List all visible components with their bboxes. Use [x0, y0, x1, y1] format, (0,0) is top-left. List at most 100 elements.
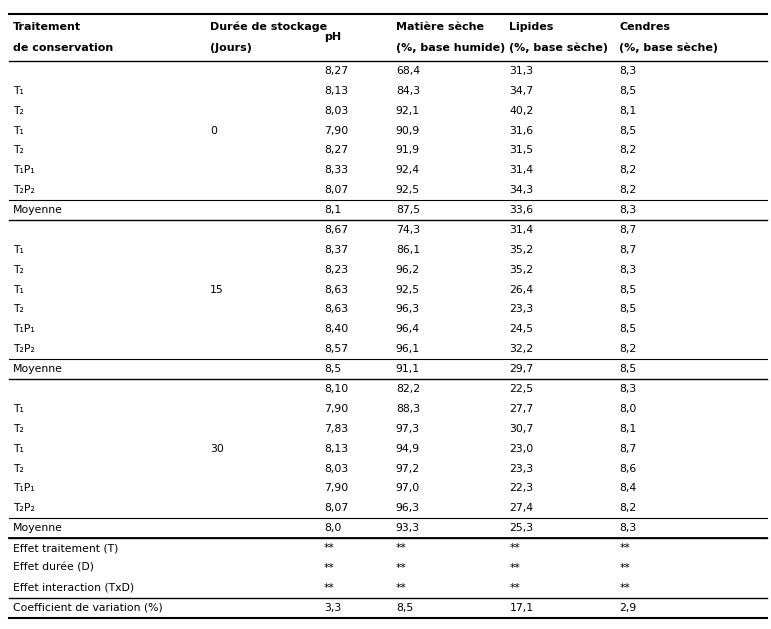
Text: 97,3: 97,3	[396, 424, 420, 434]
Text: T₁: T₁	[13, 86, 24, 96]
Text: 84,3: 84,3	[396, 86, 420, 96]
Text: 23,3: 23,3	[510, 304, 534, 314]
Text: 92,5: 92,5	[396, 284, 420, 294]
Text: 82,2: 82,2	[396, 384, 420, 394]
Text: Moyenne: Moyenne	[13, 523, 63, 533]
Text: 8,7: 8,7	[619, 225, 637, 235]
Text: T₁: T₁	[13, 245, 24, 255]
Text: **: **	[324, 583, 335, 593]
Text: 8,57: 8,57	[324, 344, 348, 354]
Text: de conservation: de conservation	[13, 43, 113, 53]
Text: T₂: T₂	[13, 424, 24, 434]
Text: Matière sèche: Matière sèche	[396, 22, 483, 32]
Text: 8,3: 8,3	[619, 66, 637, 76]
Text: 86,1: 86,1	[396, 245, 420, 255]
Text: 8,03: 8,03	[324, 106, 348, 116]
Text: Effet interaction (TxD): Effet interaction (TxD)	[13, 583, 134, 593]
Text: T₂P₂: T₂P₂	[13, 344, 35, 354]
Text: 74,3: 74,3	[396, 225, 420, 235]
Text: 8,5: 8,5	[396, 603, 413, 613]
Text: **: **	[510, 583, 520, 593]
Text: **: **	[619, 543, 630, 553]
Text: T₁: T₁	[13, 284, 24, 294]
Text: 8,5: 8,5	[619, 126, 637, 135]
Text: Lipides: Lipides	[510, 22, 554, 32]
Text: **: **	[324, 563, 335, 573]
Text: 8,37: 8,37	[324, 245, 348, 255]
Text: 92,4: 92,4	[396, 165, 420, 175]
Text: 22,3: 22,3	[510, 484, 534, 493]
Text: 31,4: 31,4	[510, 165, 534, 175]
Text: T₁P₁: T₁P₁	[13, 165, 35, 175]
Text: 93,3: 93,3	[396, 523, 420, 533]
Text: 29,7: 29,7	[510, 364, 534, 374]
Text: **: **	[619, 583, 630, 593]
Text: T₁: T₁	[13, 404, 24, 414]
Text: Cendres: Cendres	[619, 22, 670, 32]
Text: 3,3: 3,3	[324, 603, 341, 613]
Text: 8,2: 8,2	[619, 145, 637, 155]
Text: (%, base sèche): (%, base sèche)	[619, 43, 719, 53]
Text: 8,0: 8,0	[324, 523, 341, 533]
Text: 8,13: 8,13	[324, 443, 348, 454]
Text: 96,3: 96,3	[396, 304, 420, 314]
Text: 8,13: 8,13	[324, 86, 348, 96]
Text: **: **	[510, 543, 520, 553]
Text: 7,90: 7,90	[324, 484, 348, 493]
Text: 8,1: 8,1	[619, 106, 637, 116]
Text: T₁P₁: T₁P₁	[13, 325, 35, 335]
Text: 96,4: 96,4	[396, 325, 420, 335]
Text: 33,6: 33,6	[510, 205, 534, 215]
Text: (%, base sèche): (%, base sèche)	[510, 43, 608, 53]
Text: 31,3: 31,3	[510, 66, 534, 76]
Text: 8,03: 8,03	[324, 464, 348, 474]
Text: Coefficient de variation (%): Coefficient de variation (%)	[13, 603, 163, 613]
Text: 8,2: 8,2	[619, 503, 637, 513]
Text: 8,6: 8,6	[619, 464, 637, 474]
Text: T₂: T₂	[13, 304, 24, 314]
Text: **: **	[619, 563, 630, 573]
Text: 8,63: 8,63	[324, 304, 348, 314]
Text: 96,1: 96,1	[396, 344, 420, 354]
Text: 91,9: 91,9	[396, 145, 420, 155]
Text: 8,3: 8,3	[619, 523, 637, 533]
Text: 97,0: 97,0	[396, 484, 420, 493]
Text: Durée de stockage: Durée de stockage	[210, 22, 327, 32]
Text: 17,1: 17,1	[510, 603, 534, 613]
Text: 90,9: 90,9	[396, 126, 420, 135]
Text: 35,2: 35,2	[510, 245, 534, 255]
Text: 8,5: 8,5	[619, 304, 637, 314]
Text: 31,5: 31,5	[510, 145, 534, 155]
Text: 8,07: 8,07	[324, 185, 348, 195]
Text: 8,5: 8,5	[619, 325, 637, 335]
Text: 26,4: 26,4	[510, 284, 534, 294]
Text: 25,3: 25,3	[510, 523, 534, 533]
Text: 92,5: 92,5	[396, 185, 420, 195]
Text: T₂: T₂	[13, 464, 24, 474]
Text: 96,3: 96,3	[396, 503, 420, 513]
Text: 8,27: 8,27	[324, 145, 348, 155]
Text: Traitement: Traitement	[13, 22, 81, 32]
Text: **: **	[396, 583, 406, 593]
Text: Moyenne: Moyenne	[13, 364, 63, 374]
Text: 8,63: 8,63	[324, 284, 348, 294]
Text: (%, base humide): (%, base humide)	[396, 43, 505, 53]
Text: T₂P₂: T₂P₂	[13, 185, 35, 195]
Text: 35,2: 35,2	[510, 265, 534, 275]
Text: pH: pH	[324, 32, 341, 42]
Text: 94,9: 94,9	[396, 443, 420, 454]
Text: 30: 30	[210, 443, 224, 454]
Text: 8,3: 8,3	[619, 265, 637, 275]
Text: 8,7: 8,7	[619, 443, 637, 454]
Text: 8,0: 8,0	[619, 404, 637, 414]
Text: 87,5: 87,5	[396, 205, 420, 215]
Text: 34,3: 34,3	[510, 185, 534, 195]
Text: 31,6: 31,6	[510, 126, 534, 135]
Text: 27,4: 27,4	[510, 503, 534, 513]
Text: 8,2: 8,2	[619, 165, 637, 175]
Text: Effet traitement (T): Effet traitement (T)	[13, 543, 119, 553]
Text: T₁: T₁	[13, 126, 24, 135]
Text: 0: 0	[210, 126, 217, 135]
Text: 91,1: 91,1	[396, 364, 420, 374]
Text: (Jours): (Jours)	[210, 43, 252, 53]
